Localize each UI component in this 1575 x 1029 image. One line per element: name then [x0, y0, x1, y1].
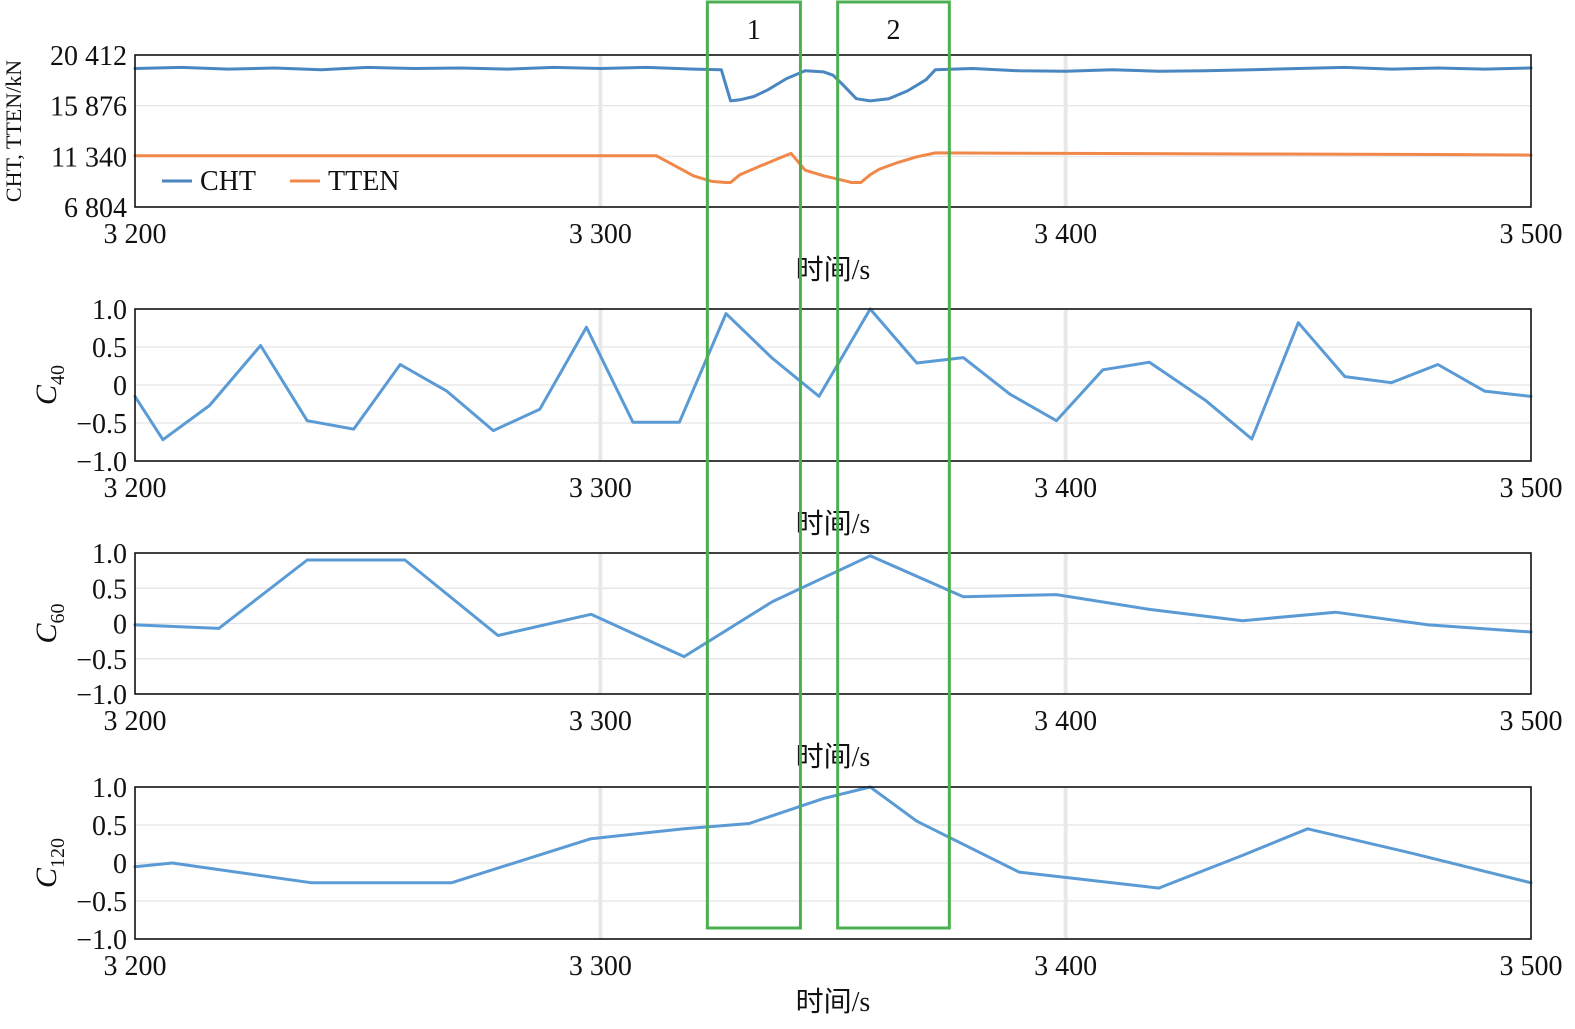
- x-tick-label: 3 400: [1034, 219, 1097, 250]
- y-tick-label: 0.5: [92, 574, 127, 605]
- plot-frame: [134, 308, 1532, 462]
- x-tick-label: 3 400: [1034, 951, 1097, 982]
- legend-label-tten: TTEN: [328, 166, 400, 197]
- legend-label-cht: CHT: [200, 166, 256, 197]
- y-tick-label: 1.0: [92, 295, 127, 326]
- x-tick-label: 3 500: [1500, 219, 1563, 250]
- x-tick-label: 3 500: [1500, 473, 1563, 504]
- x-axis-label: 时间/s: [796, 508, 871, 540]
- y-axis-label: CHT, TTEN/kN: [1, 60, 26, 202]
- highlight-box-label-2: 2: [886, 15, 900, 46]
- y-tick-label: 6 804: [64, 193, 127, 224]
- y-tick-label: 0: [113, 610, 127, 641]
- highlight-box-1: [705, 0, 802, 930]
- y-axis-label-main: C: [30, 384, 63, 405]
- y-tick-label: −0.5: [76, 645, 127, 676]
- y-tick-label: 0: [113, 849, 127, 880]
- panel-2: 3 200 3 300 3 400 3 500 −1.0 −0.5 0 0.5 1.0 时间/s C…: [30, 295, 1563, 540]
- y-axis-label: C120: [30, 838, 69, 888]
- panel-1: 3 200 3 300 3 400 3 500 6 804 11 340 15 876 20 …: [1, 41, 1563, 286]
- x-axis-label: 时间/s: [796, 254, 871, 286]
- panel-3: 3 200 3 300 3 400 3 500 −1.0 −0.5 0 0.5 1.0 时间/s C…: [30, 539, 1563, 773]
- y-axis-label-main: C: [30, 623, 63, 644]
- x-tick-label: 3 500: [1500, 951, 1563, 982]
- x-tick-label: 3 200: [104, 473, 167, 504]
- panel-4: 3 200 3 300 3 400 3 500 −1.0 −0.5 0 0.5 1.0 时间/s C…: [30, 773, 1563, 1018]
- plot-frame: [134, 786, 1532, 940]
- x-axis-label: 时间/s: [796, 741, 871, 773]
- x-tick-label: 3 300: [569, 951, 632, 982]
- x-tick-label: 3 500: [1500, 706, 1563, 737]
- y-tick-label: 1.0: [92, 539, 127, 570]
- y-tick-label: 0: [113, 371, 127, 402]
- series-line-3-1: [133, 554, 1533, 659]
- x-tick-label: 3 300: [569, 473, 632, 504]
- y-axis-label-subscript: 120: [47, 838, 69, 868]
- y-tick-label: −1.0: [76, 447, 127, 478]
- series-line-tten: [133, 151, 1533, 184]
- x-tick-label: 3 300: [569, 219, 632, 250]
- x-tick-label: 3 200: [104, 706, 167, 737]
- plot-frame: [134, 54, 1532, 208]
- y-tick-label: 20 412: [50, 41, 127, 72]
- highlight-box-2: [836, 0, 951, 930]
- y-axis-label: C40: [30, 365, 69, 405]
- x-tick-label: 3 400: [1034, 473, 1097, 504]
- series-line-2-1: [133, 307, 1533, 442]
- x-tick-label: 3 400: [1034, 706, 1097, 737]
- y-tick-label: 0.5: [92, 811, 127, 842]
- x-tick-label: 3 300: [569, 706, 632, 737]
- x-axis-label: 时间/s: [796, 986, 871, 1018]
- plot-frame: [134, 552, 1532, 695]
- y-tick-label: 0.5: [92, 333, 127, 364]
- series-line-4-1: [133, 785, 1533, 890]
- y-tick-label: −1.0: [76, 680, 127, 711]
- y-axis-label: C60: [30, 603, 69, 643]
- y-tick-label: 15 876: [50, 92, 127, 123]
- y-tick-label: 1.0: [92, 773, 127, 804]
- y-axis-label-subscript: 40: [47, 365, 69, 385]
- x-tick-label: 3 200: [104, 219, 167, 250]
- x-tick-label: 3 200: [104, 951, 167, 982]
- y-tick-label: −1.0: [76, 925, 127, 956]
- y-axis-label-main: C: [30, 867, 63, 888]
- y-axis-label-subscript: 60: [47, 603, 69, 623]
- series-line-cht: [133, 65, 1533, 103]
- legend: CHT TTEN: [162, 166, 400, 197]
- y-tick-label: −0.5: [76, 409, 127, 440]
- y-tick-label: −0.5: [76, 887, 127, 918]
- y-tick-label: 11 340: [51, 142, 127, 173]
- highlight-box-label-1: 1: [747, 15, 761, 46]
